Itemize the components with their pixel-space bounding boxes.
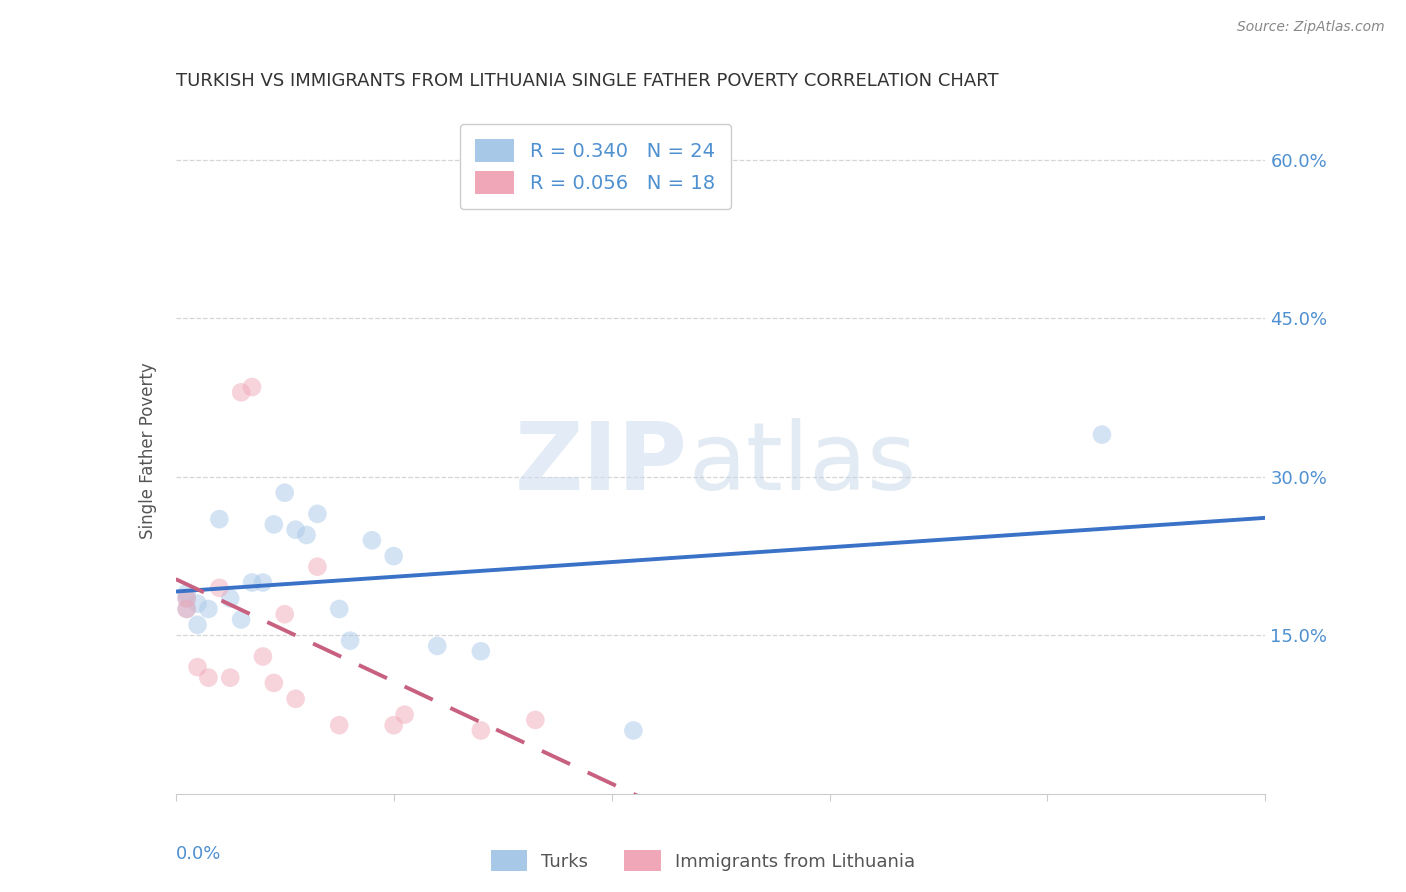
Text: ZIP: ZIP <box>515 418 688 510</box>
Legend: Turks, Immigrants from Lithuania: Turks, Immigrants from Lithuania <box>484 843 922 879</box>
Point <box>307 507 329 521</box>
Point <box>274 607 297 622</box>
Point <box>219 671 242 685</box>
Point <box>328 602 350 616</box>
Point <box>208 581 231 595</box>
Point <box>263 517 285 532</box>
Point <box>339 633 361 648</box>
Point <box>219 591 242 606</box>
Point <box>208 512 231 526</box>
Point <box>176 591 198 606</box>
Point <box>176 591 198 606</box>
Text: Source: ZipAtlas.com: Source: ZipAtlas.com <box>1237 20 1385 34</box>
Point <box>524 713 547 727</box>
Point <box>328 718 350 732</box>
Point <box>426 639 449 653</box>
Point <box>176 602 198 616</box>
Point <box>470 723 492 738</box>
Point <box>240 380 263 394</box>
Point <box>186 597 209 611</box>
Point <box>360 533 382 548</box>
Point <box>394 707 416 722</box>
Point <box>284 523 307 537</box>
Point <box>274 485 297 500</box>
Point <box>284 691 307 706</box>
Point <box>186 660 209 674</box>
Point <box>1091 427 1114 442</box>
Y-axis label: Single Father Poverty: Single Father Poverty <box>139 362 157 539</box>
Point <box>240 575 263 590</box>
Legend: R = 0.340   N = 24, R = 0.056   N = 18: R = 0.340 N = 24, R = 0.056 N = 18 <box>460 124 731 210</box>
Point <box>470 644 492 658</box>
Point <box>382 549 405 563</box>
Point <box>382 718 405 732</box>
Point <box>176 586 198 600</box>
Point <box>197 602 219 616</box>
Point <box>176 602 198 616</box>
Point <box>197 671 219 685</box>
Point <box>186 617 209 632</box>
Point <box>252 575 274 590</box>
Point <box>263 676 285 690</box>
Point <box>231 613 253 627</box>
Point <box>252 649 274 664</box>
Text: TURKISH VS IMMIGRANTS FROM LITHUANIA SINGLE FATHER POVERTY CORRELATION CHART: TURKISH VS IMMIGRANTS FROM LITHUANIA SIN… <box>176 72 998 90</box>
Point <box>231 385 253 400</box>
Point <box>307 559 329 574</box>
Text: 0.0%: 0.0% <box>176 846 221 863</box>
Point <box>621 723 644 738</box>
Text: atlas: atlas <box>688 418 917 510</box>
Point <box>295 528 318 542</box>
